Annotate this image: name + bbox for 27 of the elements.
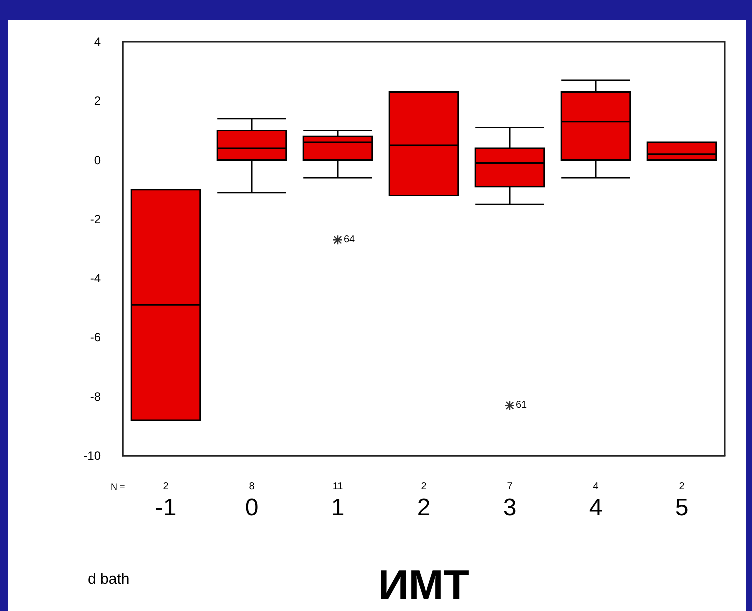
x-tick-label: 4: [589, 494, 603, 522]
x-tick-label: -1: [155, 494, 177, 522]
x-axis-title: ИМТ: [378, 562, 470, 608]
y-tick-label: -6: [90, 330, 102, 345]
annotation: 64: [344, 234, 356, 246]
text: 2: [163, 482, 170, 492]
x-tick-label: 3: [503, 494, 517, 522]
x-tick-label: 1: [331, 494, 345, 522]
y-tick-label: -10: [84, 449, 102, 463]
y-tick-label: 0: [94, 153, 102, 168]
text: 11: [332, 482, 344, 492]
text: N =: [111, 482, 126, 492]
x-tick-label: 5: [675, 494, 689, 522]
text: 4: [593, 482, 600, 492]
y-axis-title: d bath: [88, 571, 130, 588]
x-tick-label: 2: [417, 494, 431, 522]
annotation: 61: [516, 400, 528, 412]
y-tick-label: 2: [94, 94, 102, 108]
y-tick-label: 4: [94, 35, 102, 49]
y-tick-label: -2: [90, 212, 102, 226]
y-tick-label: -4: [90, 272, 102, 286]
text: 8: [249, 482, 256, 492]
text: 7: [507, 482, 514, 492]
x-tick-label: 0: [245, 494, 259, 522]
text: 2: [679, 482, 686, 492]
y-tick-label: -8: [90, 390, 102, 404]
text: 2: [421, 482, 428, 492]
